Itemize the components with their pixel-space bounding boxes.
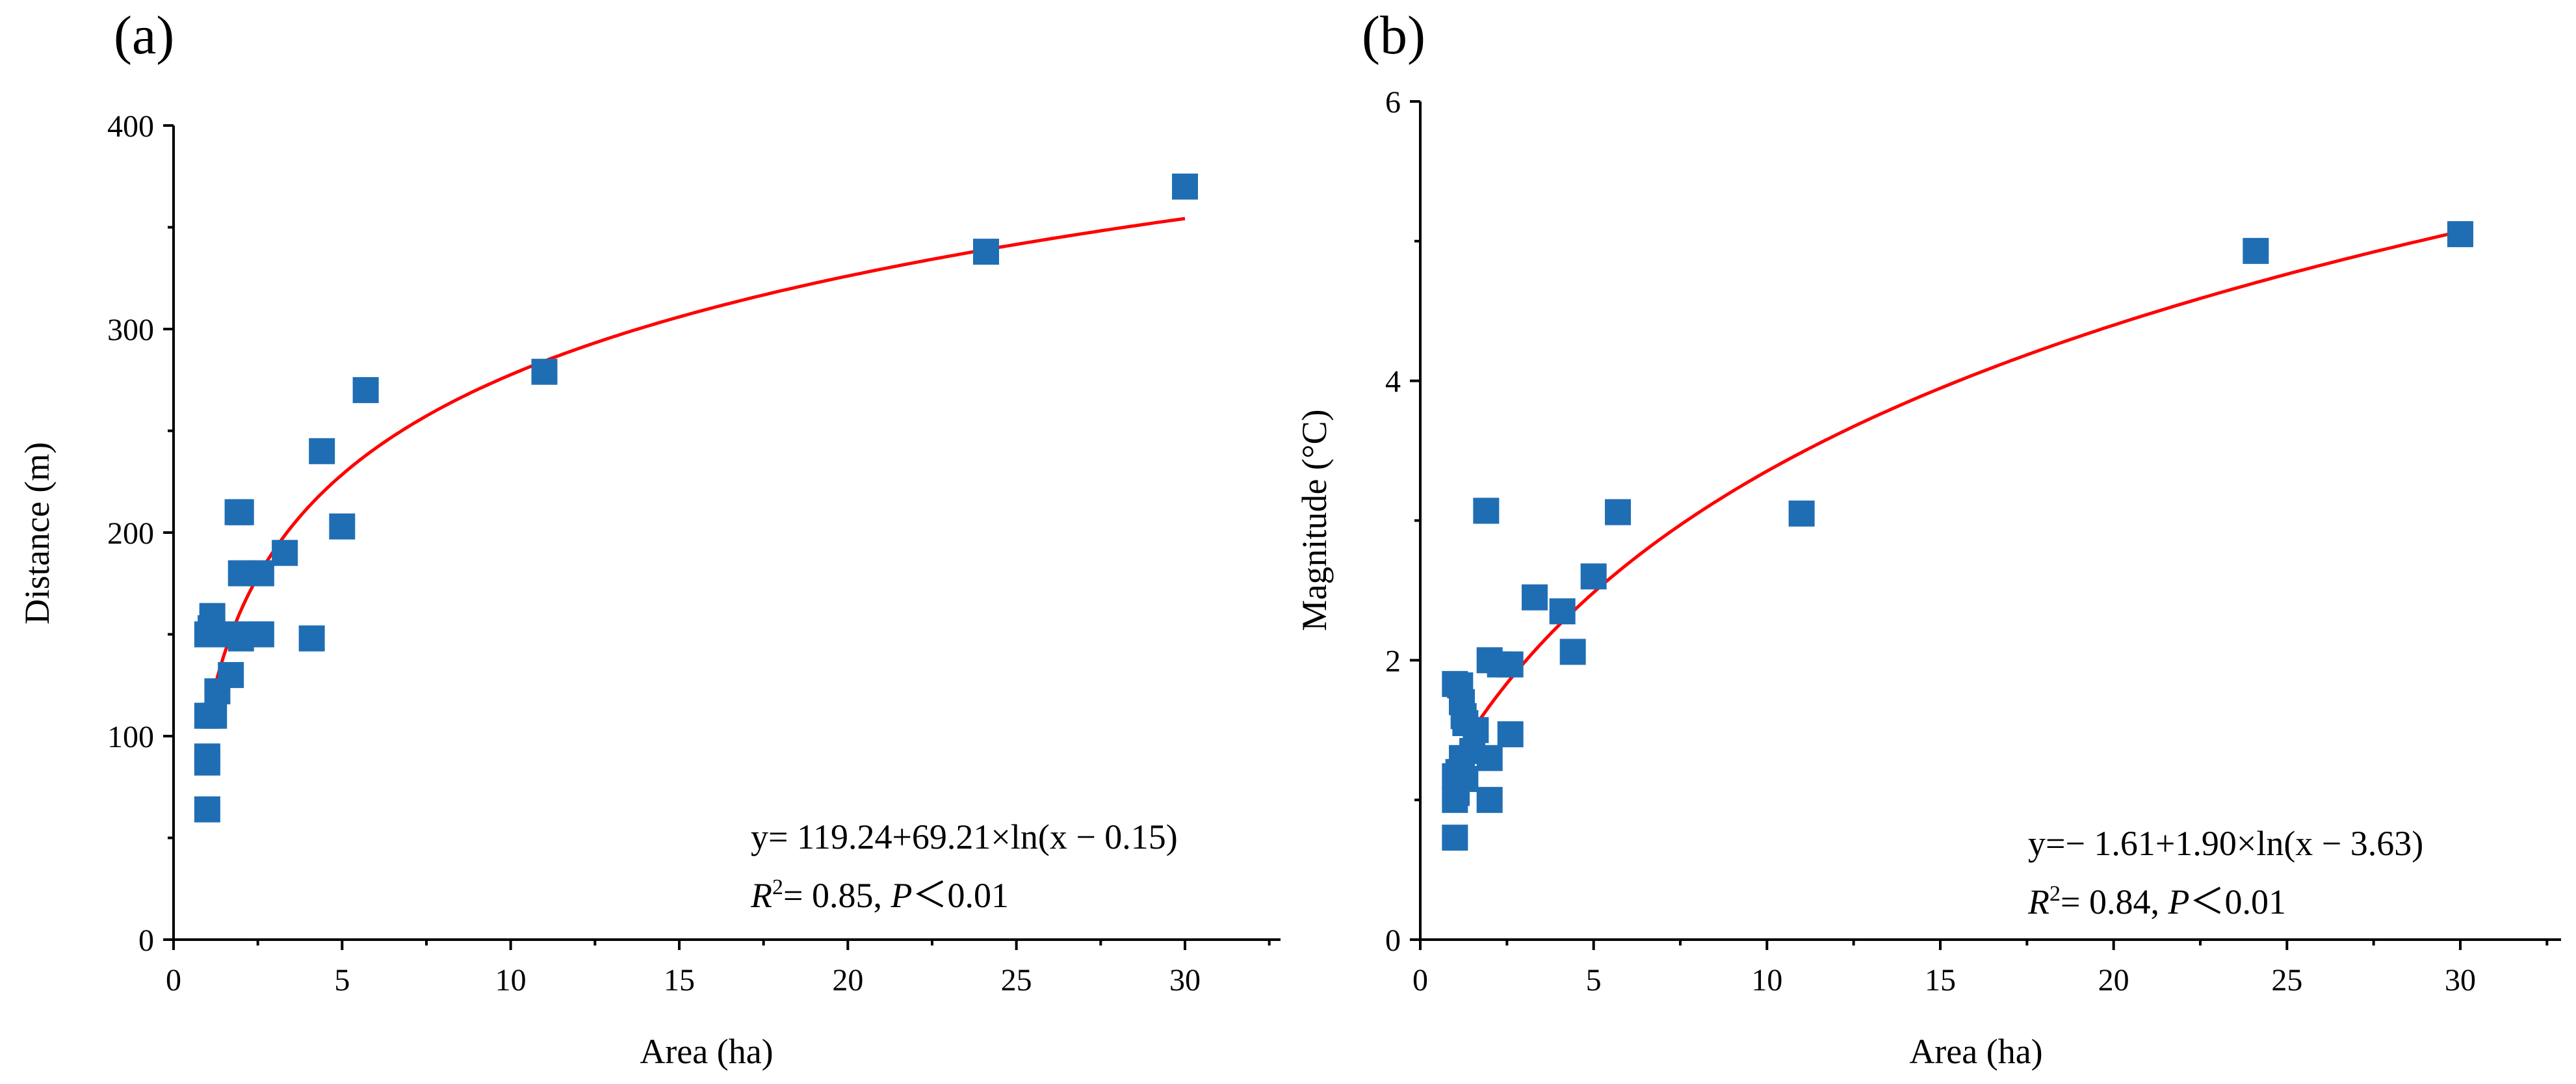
- y-tick-label: 2: [1385, 644, 1401, 678]
- data-point: [1476, 787, 1503, 813]
- panel-b-x-title: Area (ha): [1909, 1032, 2042, 1071]
- panel-b-ticks: [1410, 100, 2549, 950]
- data-point: [1172, 173, 1198, 200]
- panel-b-stats: R2= 0.84, P＜0.01: [2027, 882, 2286, 921]
- panel-a-p: ＜0.01: [912, 876, 1009, 915]
- y-tick-label: 300: [107, 313, 154, 347]
- data-point: [972, 239, 999, 265]
- data-point: [1559, 639, 1586, 665]
- y-tick-label: 4: [1385, 365, 1401, 399]
- x-tick-label: 5: [334, 963, 350, 998]
- x-tick-label: 15: [1925, 963, 1956, 998]
- data-point: [309, 438, 335, 464]
- data-point: [1522, 584, 1548, 611]
- panel-b-markers: [1442, 221, 2473, 851]
- panel-b-equation: y=− 1.61+1.90×ln(x − 3.63): [2028, 824, 2423, 863]
- data-point: [1452, 765, 1479, 792]
- data-point: [1473, 497, 1500, 524]
- x-tick-label: 0: [1412, 963, 1428, 998]
- data-point: [1476, 745, 1503, 771]
- y-tick-label: 0: [1385, 923, 1401, 958]
- data-point: [228, 499, 254, 525]
- panel-b-label: (b): [1362, 5, 1425, 66]
- x-tick-label: 10: [1751, 963, 1782, 998]
- data-point: [1497, 651, 1524, 678]
- x-tick-label: 25: [1001, 963, 1032, 998]
- y-tick-label: 0: [138, 923, 154, 958]
- x-tick-label: 20: [832, 963, 863, 998]
- data-point: [1463, 717, 1489, 743]
- panel-a-r2: = 0.85,: [783, 876, 891, 915]
- data-point: [201, 702, 228, 729]
- data-point: [1549, 598, 1576, 625]
- panel-a-markers: [194, 173, 1198, 823]
- panel-a-equation: y= 119.24+69.21×ln(x − 0.15): [751, 817, 1178, 856]
- y-tick-label: 400: [107, 109, 154, 144]
- data-point: [218, 662, 244, 689]
- data-point: [1788, 500, 1815, 527]
- panel-a-label: (a): [114, 5, 174, 66]
- data-point: [194, 743, 220, 770]
- data-point: [194, 796, 220, 823]
- panel-a-stats: R2= 0.85, P＜0.01: [750, 875, 1009, 915]
- data-point: [298, 625, 325, 652]
- data-point: [272, 540, 298, 566]
- x-tick-label: 30: [1169, 963, 1201, 998]
- data-point: [531, 358, 558, 385]
- x-tick-label: 20: [2098, 963, 2129, 998]
- x-tick-label: 0: [166, 963, 181, 998]
- data-point: [2447, 221, 2473, 248]
- panel-b-r2: = 0.84,: [2061, 882, 2168, 921]
- data-point: [248, 621, 274, 648]
- data-point: [248, 560, 274, 587]
- data-point: [1580, 563, 1607, 590]
- y-tick-label: 100: [107, 720, 154, 754]
- panel-b: (b) 0 5 10 15 20 25 30 0 2 4 6 Area (ha) Magnitude…: [1295, 5, 2561, 1071]
- data-point: [1497, 721, 1524, 748]
- y-tick-label: 200: [107, 516, 154, 551]
- panel-b-p: ＜0.01: [2189, 882, 2286, 921]
- y-tick-label: 6: [1385, 85, 1401, 120]
- x-tick-label: 25: [2271, 963, 2302, 998]
- x-tick-label: 5: [1586, 963, 1602, 998]
- data-point: [1605, 499, 1631, 525]
- x-tick-label: 10: [495, 963, 527, 998]
- panel-b-y-title: Magnitude (°C): [1295, 409, 1334, 631]
- data-point: [352, 377, 379, 403]
- panel-a-x-title: Area (ha): [640, 1032, 773, 1071]
- data-point: [329, 513, 356, 540]
- data-point: [1442, 825, 1468, 851]
- panel-a-ticks: [163, 124, 1271, 950]
- x-tick-label: 30: [2445, 963, 2476, 998]
- data-point: [2243, 237, 2269, 264]
- x-tick-label: 15: [664, 963, 695, 998]
- panel-b-tick-labels: 0 5 10 15 20 25 30 0 2 4 6: [1385, 85, 2476, 998]
- panel-a-y-title: Distance (m): [18, 442, 57, 624]
- panel-a-fit-curve: [205, 217, 1186, 720]
- panel-b-fit-curve: [1453, 230, 2461, 759]
